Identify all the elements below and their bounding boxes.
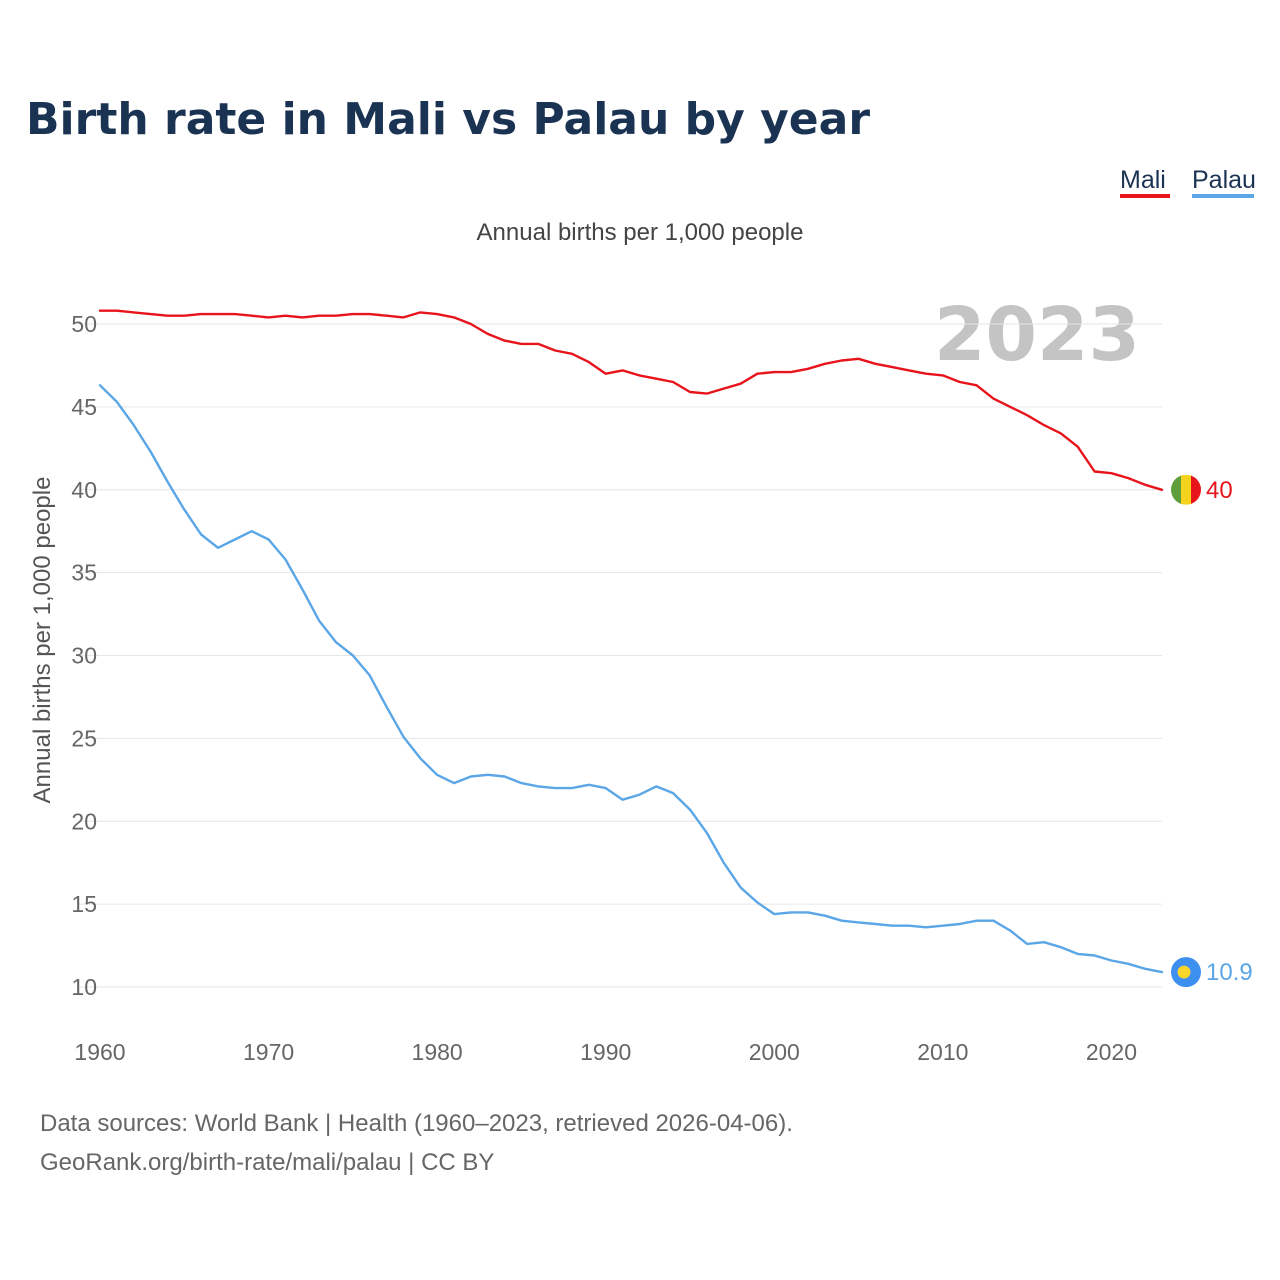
legend: Mali Palau [1120, 166, 1256, 198]
chart-title: Birth rate in Mali vs Palau by year [26, 94, 870, 145]
x-tick-label: 1960 [74, 1039, 125, 1065]
mali-flag-icon [1171, 474, 1201, 505]
x-axis-ticks: 1960 1970 1980 1990 2000 2010 2020 [74, 1039, 1137, 1065]
y-axis-ticks: 10 15 20 25 30 35 40 45 50 [71, 311, 97, 1000]
grid-lines [78, 323, 1162, 988]
x-tick-label: 2000 [749, 1039, 800, 1065]
series-line-palau [98, 384, 1164, 974]
x-tick-label: 1990 [580, 1039, 631, 1065]
source-line-1: Data sources: World Bank | Health (1960–… [40, 1110, 793, 1137]
y-tick-label: 10 [71, 974, 97, 1000]
end-label-palau: 10.9 [1206, 959, 1253, 986]
y-tick-label: 15 [71, 891, 97, 917]
series-endpoints: 40 10.9 [1171, 474, 1253, 988]
y-axis-label: Annual births per 1,000 people [29, 477, 56, 804]
x-tick-label: 2020 [1086, 1039, 1137, 1065]
x-tick-label: 1970 [243, 1039, 294, 1065]
y-tick-label: 50 [71, 311, 97, 337]
year-watermark: 2023 [934, 292, 1140, 378]
y-tick-label: 25 [71, 725, 97, 751]
x-tick-label: 2010 [917, 1039, 968, 1065]
legend-label-mali[interactable]: Mali [1120, 166, 1166, 194]
series-lines [98, 309, 1164, 974]
legend-label-palau[interactable]: Palau [1192, 166, 1256, 194]
source-line-2[interactable]: GeoRank.org/birth-rate/mali/palau | CC B… [40, 1149, 494, 1176]
chart-subtitle: Annual births per 1,000 people [477, 219, 804, 246]
end-label-mali: 40 [1206, 477, 1233, 504]
y-tick-label: 35 [71, 560, 97, 586]
palau-flag-icon [1171, 957, 1201, 988]
series-line-mali [98, 309, 1164, 491]
x-tick-label: 1980 [412, 1039, 463, 1065]
y-tick-label: 30 [71, 643, 97, 669]
y-tick-label: 20 [71, 808, 97, 834]
y-tick-label: 40 [71, 477, 97, 503]
y-tick-label: 45 [71, 394, 97, 420]
